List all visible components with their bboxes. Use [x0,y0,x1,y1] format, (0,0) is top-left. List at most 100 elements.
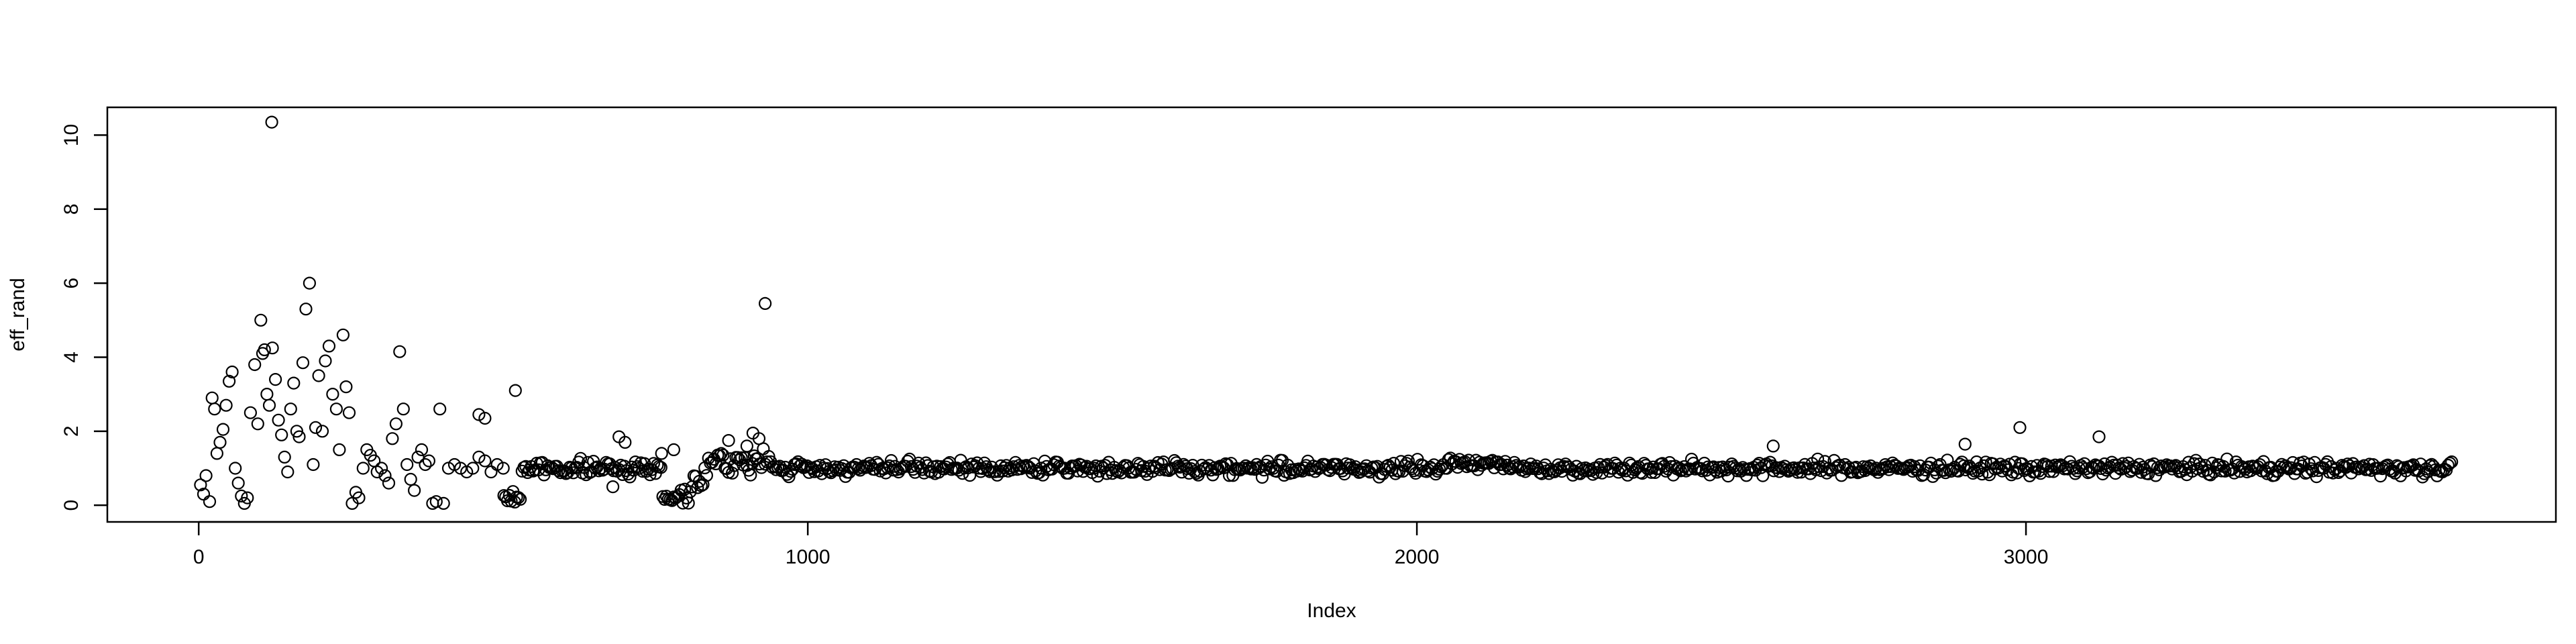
data-point [616,468,629,482]
data-point [303,276,316,290]
data-point [315,425,329,438]
data-point [199,469,213,482]
data-point [389,417,403,431]
data-point [352,491,366,504]
data-point [370,465,384,479]
data-point [782,470,796,484]
data-point [1924,456,1937,470]
data-point [386,432,399,445]
data-point [225,365,239,379]
data-point [326,387,339,401]
data-point [284,402,297,416]
data-point [203,495,217,508]
x-tick-label: 1000 [786,546,830,568]
data-point [244,406,257,419]
data-point [356,462,370,475]
data-point [407,484,421,497]
data-point [722,433,735,447]
data-point [740,439,754,453]
data-point [813,459,826,472]
data-point [219,398,233,412]
data-points [194,115,2459,511]
data-point [213,435,227,449]
data-point [1868,463,1881,477]
data-point [1188,465,1201,478]
data-point [478,454,492,468]
data-point [2013,421,2027,434]
data-point [251,417,264,431]
data-point [437,496,450,511]
data-point [651,458,664,472]
data-point [272,413,285,427]
data-point [404,472,417,486]
data-point [967,460,980,474]
data-point [2092,430,2106,443]
data-point [415,443,429,457]
data-point [307,458,320,472]
data-point [2445,455,2459,469]
data-point [881,461,894,475]
data-point [374,462,388,475]
data-point [241,491,254,504]
data-point [758,297,772,310]
data-point [336,328,350,341]
data-point [694,479,708,492]
data-point [725,466,739,480]
data-point [266,341,279,355]
data-point [804,461,818,474]
data-point [194,478,207,492]
data-point [2178,463,2192,476]
data-point [2373,469,2387,483]
data-point [260,387,274,401]
data-point [2443,456,2457,470]
y-tick-label: 4 [60,352,83,363]
data-point [208,402,221,416]
data-point [636,464,649,478]
data-point [1593,458,1607,472]
data-point [265,115,278,129]
data-point [1941,453,1954,467]
data-point [1926,470,1939,483]
data-point [466,462,480,475]
data-point [1944,464,1957,478]
y-tick-label: 0 [60,500,83,511]
data-point [623,470,637,484]
data-point [606,480,620,494]
data-point [2310,470,2323,484]
data-point [1497,462,1510,476]
y-tick-label: 10 [60,124,83,146]
data-point [319,354,332,368]
data-point [1674,464,1687,478]
data-point [258,343,271,357]
data-point [2067,462,2080,475]
data-point [275,428,288,441]
data-point [333,443,346,457]
data-point [1976,468,1989,481]
data-point [627,464,641,477]
data-point [235,489,248,503]
data-point [1433,462,1446,476]
data-point [1959,463,1972,477]
data-point [1365,462,1379,475]
data-point [619,435,632,449]
data-point [309,421,323,434]
data-point [296,356,310,370]
data-point [339,380,353,394]
data-point [322,339,336,353]
data-point [1570,460,1583,473]
data-point [223,374,236,388]
data-point [342,406,356,419]
data-point [639,464,653,478]
data-point [278,450,291,464]
data-point [496,462,510,475]
x-axis-label: Index [1307,600,1356,622]
data-point [998,461,1012,474]
data-point [2163,459,2177,473]
data-point [429,495,443,508]
data-point [921,459,934,472]
y-tick-label: 6 [60,278,83,289]
data-point [205,391,219,405]
data-point [393,345,407,358]
data-point [1958,437,1972,451]
